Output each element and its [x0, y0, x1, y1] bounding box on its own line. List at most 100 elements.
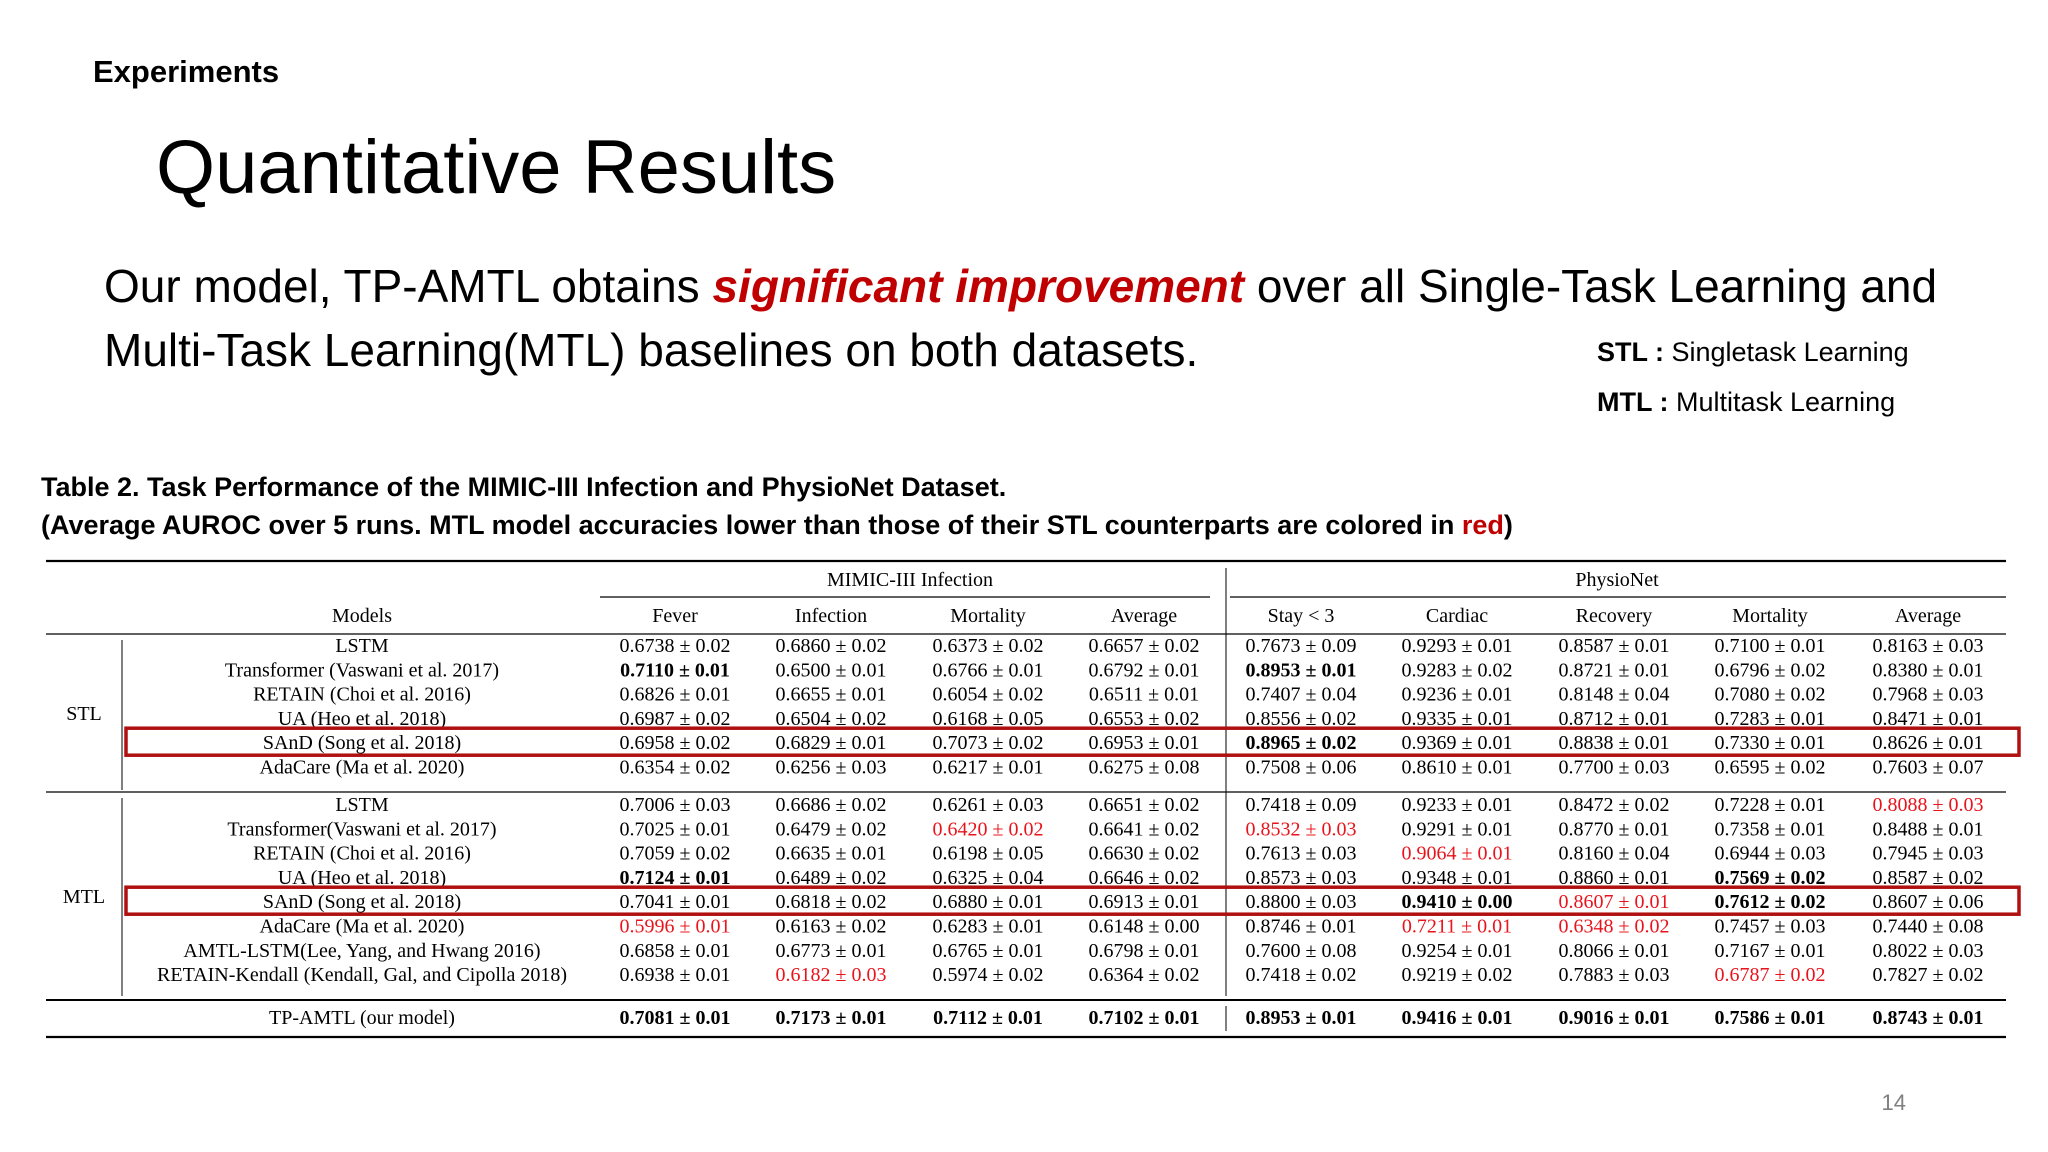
table-row-cell: 0.7228 ± 0.01	[1715, 794, 1826, 816]
table-row-cell: 0.8556 ± 0.02	[1246, 708, 1357, 730]
table-row-cell: 0.6217 ± 0.01	[933, 757, 1044, 779]
table-row-model: AMTL-LSTM(Lee, Yang, and Hwang 2016)	[183, 940, 540, 962]
table-row-cell: 0.6686 ± 0.02	[776, 794, 887, 816]
table-row-cell: 0.6168 ± 0.05	[933, 708, 1044, 730]
table-row-cell: 0.8965 ± 0.02	[1246, 732, 1357, 754]
table-row-model: LSTM	[335, 794, 389, 816]
table-row-cell: 0.7612 ± 0.02	[1715, 891, 1826, 913]
table-row-cell: 0.6635 ± 0.01	[776, 843, 887, 865]
table-row-cell: 0.7110 ± 0.01	[620, 659, 730, 681]
final-row-cell: 0.7102 ± 0.01	[1089, 1007, 1200, 1029]
table-row-cell: 0.6054 ± 0.02	[933, 684, 1044, 706]
table-row-cell: 0.8573 ± 0.03	[1246, 867, 1357, 889]
table-row-cell: 0.6489 ± 0.02	[776, 867, 887, 889]
table-row-cell: 0.8721 ± 0.01	[1559, 659, 1670, 681]
table-row-cell: 0.7124 ± 0.01	[620, 867, 731, 889]
highlight-box	[124, 726, 2021, 757]
table-row-cell: 0.6798 ± 0.01	[1089, 940, 1200, 962]
table-row-cell: 0.7440 ± 0.08	[1873, 916, 1984, 938]
lead-before: Our model, TP-AMTL obtains	[104, 260, 713, 312]
table-row-cell: 0.6880 ± 0.01	[933, 891, 1044, 913]
table-row-cell: 0.6651 ± 0.02	[1089, 794, 1200, 816]
table-row-cell: 0.9064 ± 0.01	[1402, 843, 1513, 865]
table-row-cell: 0.6766 ± 0.01	[933, 659, 1044, 681]
table-row-cell: 0.9233 ± 0.01	[1402, 794, 1513, 816]
table-row-model: LSTM	[335, 635, 389, 657]
table-row-cell: 0.6364 ± 0.02	[1089, 964, 1200, 986]
table-row-cell: 0.6944 ± 0.03	[1715, 843, 1826, 865]
table-row-cell: 0.8746 ± 0.01	[1246, 916, 1357, 938]
table-row-cell: 0.9348 ± 0.01	[1402, 867, 1513, 889]
table-row-model: AdaCare (Ma et al. 2020)	[260, 757, 465, 779]
table-row-cell: 0.7358 ± 0.01	[1715, 818, 1826, 840]
table-row-cell: 0.8088 ± 0.03	[1873, 794, 1984, 816]
section-label-mtl: MTL	[63, 886, 105, 908]
table-row-cell: 0.6646 ± 0.02	[1089, 867, 1200, 889]
table-row-cell: 0.8770 ± 0.01	[1559, 818, 1670, 840]
table-row-cell: 0.6275 ± 0.08	[1089, 757, 1200, 779]
column-header: Mortality	[950, 605, 1026, 627]
section-label-stl: STL	[66, 703, 102, 725]
table-row-cell: 0.6738 ± 0.02	[620, 635, 731, 657]
table-row-cell: 0.6373 ± 0.02	[933, 635, 1044, 657]
final-row-cell: 0.7081 ± 0.01	[620, 1007, 731, 1029]
legend-mtl: MTL : Multitask Learning	[1597, 387, 1895, 418]
table-row-cell: 0.6818 ± 0.02	[776, 891, 887, 913]
table-row-cell: 0.7457 ± 0.03	[1715, 916, 1826, 938]
table-row-cell: 0.8587 ± 0.02	[1873, 867, 1984, 889]
table-row-cell: 0.6511 ± 0.01	[1089, 684, 1199, 706]
table-row-cell: 0.7613 ± 0.03	[1246, 843, 1357, 865]
table-row-model: AdaCare (Ma et al. 2020)	[260, 916, 465, 938]
table-row-cell: 0.7827 ± 0.02	[1873, 964, 1984, 986]
table-row-cell: 0.7883 ± 0.03	[1559, 964, 1670, 986]
table-row-cell: 0.6595 ± 0.02	[1715, 757, 1826, 779]
table-row-cell: 0.6198 ± 0.05	[933, 843, 1044, 865]
page-number: 14	[1881, 1090, 1906, 1115]
table-row-cell: 0.7080 ± 0.02	[1715, 684, 1826, 706]
table-row-cell: 0.6553 ± 0.02	[1089, 708, 1200, 730]
table-row-cell: 0.7211 ± 0.01	[1402, 916, 1512, 938]
highlight-box	[124, 885, 2021, 916]
final-row-cell: 0.9416 ± 0.01	[1402, 1007, 1513, 1029]
table-row-cell: 0.8160 ± 0.04	[1559, 843, 1670, 865]
table-row-cell: 0.7700 ± 0.03	[1559, 757, 1670, 779]
table-row-cell: 0.9335 ± 0.01	[1402, 708, 1513, 730]
final-row-cell: 0.7173 ± 0.01	[776, 1007, 887, 1029]
table-row-cell: 0.6655 ± 0.01	[776, 684, 887, 706]
column-header: Stay < 3	[1268, 605, 1335, 627]
table-row-cell: 0.8607 ± 0.01	[1559, 891, 1670, 913]
table-row-cell: 0.7330 ± 0.01	[1715, 732, 1826, 754]
legend-mtl-text: Multitask Learning	[1668, 387, 1896, 417]
table-row-cell: 0.6765 ± 0.01	[933, 940, 1044, 962]
table-row-cell: 0.6829 ± 0.01	[776, 732, 887, 754]
table-row-model: SAnD (Song et al. 2018)	[263, 732, 461, 754]
table-row-cell: 0.6261 ± 0.03	[933, 794, 1044, 816]
table-row-cell: 0.6958 ± 0.02	[620, 732, 731, 754]
legend-mtl-abbr: MTL :	[1597, 387, 1669, 417]
table-row-cell: 0.7968 ± 0.03	[1873, 684, 1984, 706]
group-header-physionet: PhysioNet	[1575, 569, 1659, 591]
table-row-model: RETAIN (Choi et al. 2016)	[253, 684, 471, 706]
table-row-cell: 0.8380 ± 0.01	[1873, 659, 1984, 681]
table-row-cell: 0.6987 ± 0.02	[620, 708, 731, 730]
table-row-model: UA (Heo et al. 2018)	[278, 867, 446, 889]
table-row-cell: 0.7508 ± 0.06	[1246, 757, 1357, 779]
table-row-cell: 0.9369 ± 0.01	[1402, 732, 1513, 754]
table-row-cell: 0.7600 ± 0.08	[1246, 940, 1357, 962]
table-row-cell: 0.5996 ± 0.01	[620, 916, 731, 938]
table-row-cell: 0.8838 ± 0.01	[1559, 732, 1670, 754]
table-row-cell: 0.7569 ± 0.02	[1715, 867, 1826, 889]
table-row-cell: 0.6938 ± 0.01	[620, 964, 731, 986]
table-row-cell: 0.9283 ± 0.02	[1402, 659, 1513, 681]
caption-red-word: red	[1461, 510, 1504, 540]
caption-before: (Average AUROC over 5 runs. MTL model ac…	[41, 510, 1462, 540]
table-row-cell: 0.8800 ± 0.03	[1246, 891, 1357, 913]
table-row-cell: 0.7073 ± 0.02	[933, 732, 1044, 754]
table-row-cell: 0.8472 ± 0.02	[1559, 794, 1670, 816]
table-row-cell: 0.6796 ± 0.02	[1715, 659, 1826, 681]
table-row-cell: 0.8610 ± 0.01	[1402, 757, 1513, 779]
caption-after: )	[1503, 510, 1513, 540]
column-header: Infection	[795, 605, 867, 627]
table-row-cell: 0.5974 ± 0.02	[933, 964, 1044, 986]
